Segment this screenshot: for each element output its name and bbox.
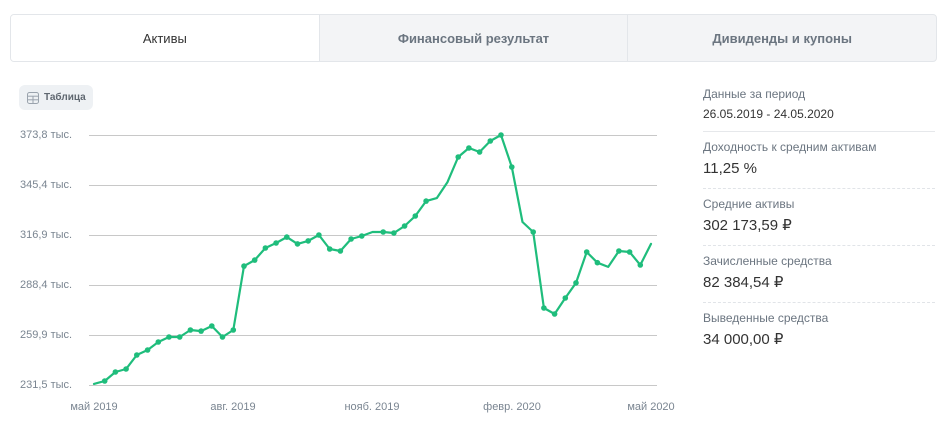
data-point[interactable] — [284, 234, 290, 240]
data-point[interactable] — [305, 238, 312, 244]
divider — [703, 245, 935, 246]
stat-label: Средние активы — [703, 197, 795, 211]
data-point[interactable] — [498, 132, 504, 138]
stat-withdrawn-funds: Выведенные средства 34 000,00 ₽ — [703, 310, 935, 350]
data-point[interactable] — [187, 327, 194, 333]
data-point[interactable] — [348, 236, 354, 242]
data-point[interactable] — [530, 229, 536, 235]
data-point[interactable] — [594, 259, 601, 266]
stat-deposited-funds: Зачисленные средства 82 384,54 ₽ — [703, 253, 935, 293]
data-point[interactable] — [412, 213, 419, 219]
assets-series-dots — [101, 132, 644, 384]
stat-period: Данные за период 26.05.2019 - 24.05.2020 — [703, 86, 935, 123]
x-tick-label: авг. 2019 — [210, 401, 256, 413]
data-point[interactable] — [112, 369, 119, 375]
y-tick-label: 316,9 тыс. — [20, 229, 73, 241]
y-tick-label: 288,4 тыс. — [20, 279, 73, 291]
table-view-button[interactable]: Таблица — [19, 85, 93, 110]
assets-line-chart: 373,8 тыс. 345,4 тыс. 316,9 тыс. 288,4 т… — [0, 0, 700, 427]
data-point[interactable] — [166, 334, 172, 340]
data-point[interactable] — [230, 327, 237, 333]
stat-value: 34 000,00 ₽ — [703, 331, 784, 348]
data-point[interactable] — [380, 229, 387, 235]
data-point[interactable] — [273, 240, 279, 246]
data-point[interactable] — [391, 230, 397, 236]
assets-series-line — [92, 133, 653, 385]
stat-value: 82 384,54 ₽ — [703, 274, 784, 291]
data-point[interactable] — [262, 245, 269, 251]
stat-yield: Доходность к средним активам 11,25 % — [703, 139, 935, 179]
data-point[interactable] — [209, 323, 215, 329]
divider — [703, 188, 935, 189]
plot-area[interactable] — [0, 0, 700, 427]
tab-bar: Активы Финансовый результат Дивиденды и … — [10, 14, 937, 62]
stat-label: Доходность к средним активам — [703, 140, 877, 154]
x-tick-label: май 2019 — [70, 401, 118, 413]
table-icon — [27, 91, 39, 104]
data-point[interactable] — [487, 138, 494, 144]
stat-label: Зачисленные средства — [703, 254, 832, 268]
data-point[interactable] — [219, 334, 226, 340]
stat-label: Выведенные средства — [703, 311, 829, 325]
data-point[interactable] — [337, 248, 344, 254]
gridlines — [89, 135, 657, 386]
tab-financial-result[interactable]: Финансовый результат — [318, 15, 628, 61]
stat-label: Данные за период — [703, 87, 806, 101]
x-tick-label: май 2020 — [627, 401, 675, 413]
y-tick-label: 259,9 тыс. — [20, 329, 73, 341]
data-point[interactable] — [155, 339, 162, 345]
data-point[interactable] — [509, 164, 515, 170]
data-point[interactable] — [401, 223, 408, 229]
data-point[interactable] — [583, 249, 590, 255]
x-tick-label: февр. 2020 — [483, 401, 541, 413]
data-point[interactable] — [176, 334, 183, 340]
stat-average-assets: Средние активы 302 173,59 ₽ — [703, 196, 935, 236]
data-point[interactable] — [626, 249, 633, 255]
data-point[interactable] — [134, 352, 140, 358]
y-tick-label: 345,4 тыс. — [20, 179, 73, 191]
divider — [703, 131, 935, 132]
data-point[interactable] — [476, 149, 483, 155]
data-point[interactable] — [466, 145, 472, 151]
data-point[interactable] — [101, 378, 108, 384]
data-point[interactable] — [326, 246, 333, 252]
data-point[interactable] — [551, 311, 558, 317]
y-tick-label: 373,8 тыс. — [20, 129, 73, 141]
data-point[interactable] — [562, 295, 569, 301]
stat-value: 11,25 % — [703, 160, 757, 177]
divider — [703, 302, 935, 303]
stat-value: 26.05.2019 - 24.05.2020 — [703, 107, 834, 121]
data-point[interactable] — [541, 305, 547, 311]
tab-assets[interactable]: Активы — [11, 15, 319, 61]
data-point[interactable] — [423, 198, 429, 204]
tab-dividends-coupons[interactable]: Дивиденды и купоны — [627, 15, 936, 61]
data-point[interactable] — [251, 257, 258, 263]
data-point[interactable] — [616, 248, 622, 254]
data-point[interactable] — [198, 328, 204, 334]
table-view-label: Таблица — [44, 92, 86, 103]
data-point[interactable] — [144, 347, 151, 353]
data-point[interactable] — [294, 241, 301, 247]
data-point[interactable] — [241, 263, 247, 269]
data-point[interactable] — [359, 233, 365, 239]
data-point[interactable] — [637, 262, 644, 268]
data-point[interactable] — [455, 154, 462, 160]
summary-panel: Данные за период 26.05.2019 - 24.05.2020… — [703, 86, 935, 350]
data-point[interactable] — [316, 232, 322, 238]
data-point[interactable] — [123, 366, 129, 372]
y-tick-label: 231,5 тыс. — [20, 379, 73, 391]
x-tick-label: нояб. 2019 — [344, 401, 400, 413]
data-point[interactable] — [573, 280, 579, 286]
stat-value: 302 173,59 ₽ — [703, 217, 792, 234]
